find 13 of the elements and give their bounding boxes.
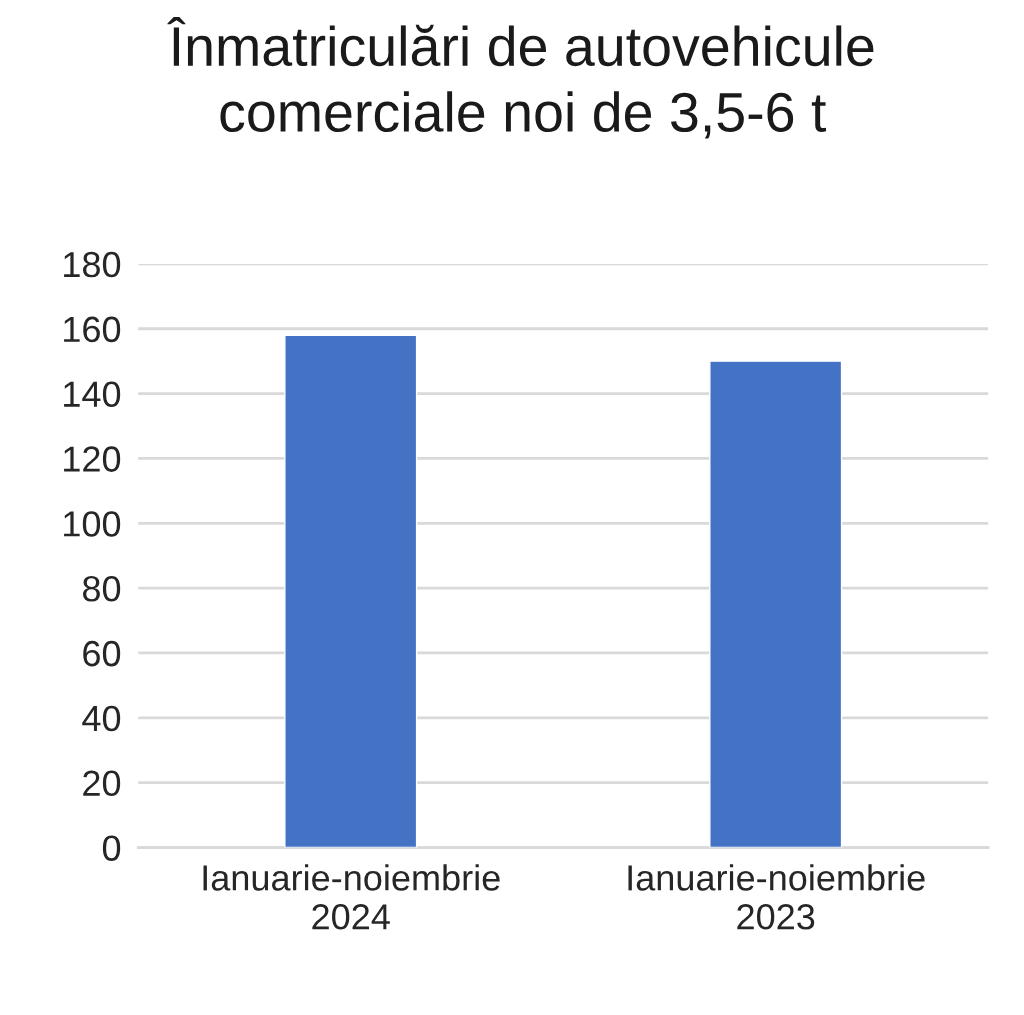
y-tick-label: 0	[102, 835, 121, 861]
y-tick-label: 180	[64, 251, 121, 278]
y-tick-label: 40	[82, 705, 121, 732]
y-tick-label: 140	[64, 381, 121, 408]
chart-title: Înmatriculări de autovehicule comerciale noi de 3,5-6 t	[167, 17, 874, 139]
y-tick-label: 60	[83, 640, 121, 667]
y-tick-label: 100	[64, 511, 121, 537]
y-tick-label: 160	[64, 316, 121, 343]
y-tick-label: 80	[82, 576, 121, 602]
y-tick-label: 120	[64, 446, 121, 472]
x-tick-label: Ianuarie-noiembrie 2023	[628, 864, 925, 930]
y-tick-label: 20	[83, 770, 121, 797]
x-tick-label: Ianuarie-noiembrie 2024	[203, 864, 500, 930]
